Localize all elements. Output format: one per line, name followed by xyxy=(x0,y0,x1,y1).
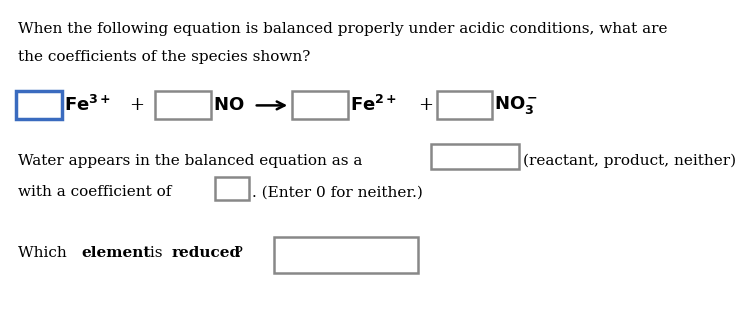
Text: reduced: reduced xyxy=(172,246,240,260)
Text: $\bf{Fe}^{2+}$: $\bf{Fe}^{2+}$ xyxy=(350,95,397,115)
Text: . (Enter 0 for neither.): . (Enter 0 for neither.) xyxy=(252,185,423,199)
Text: Water appears in the balanced equation as a: Water appears in the balanced equation a… xyxy=(18,154,363,168)
Bar xyxy=(16,91,62,119)
Text: ?: ? xyxy=(235,246,243,260)
Text: Which: Which xyxy=(18,246,72,260)
Bar xyxy=(215,177,249,200)
Text: the coefficients of the species shown?: the coefficients of the species shown? xyxy=(18,50,311,64)
Text: $\bf{NO}$: $\bf{NO}$ xyxy=(213,96,244,114)
Bar xyxy=(292,91,348,119)
Text: is: is xyxy=(145,246,167,260)
Bar xyxy=(155,91,211,119)
Text: $\bf{Fe}^{3+}$: $\bf{Fe}^{3+}$ xyxy=(64,95,112,115)
Text: +: + xyxy=(130,96,144,114)
Bar xyxy=(274,237,418,273)
Bar xyxy=(431,144,519,169)
Text: with a coefficient of: with a coefficient of xyxy=(18,185,172,199)
Bar xyxy=(437,91,492,119)
Text: element: element xyxy=(81,246,151,260)
Text: (reactant, product, neither): (reactant, product, neither) xyxy=(523,154,736,168)
Text: When the following equation is balanced properly under acidic conditions, what a: When the following equation is balanced … xyxy=(18,22,668,36)
Text: $\bf{NO}_3^-$: $\bf{NO}_3^-$ xyxy=(494,95,539,116)
Text: +: + xyxy=(418,96,433,114)
